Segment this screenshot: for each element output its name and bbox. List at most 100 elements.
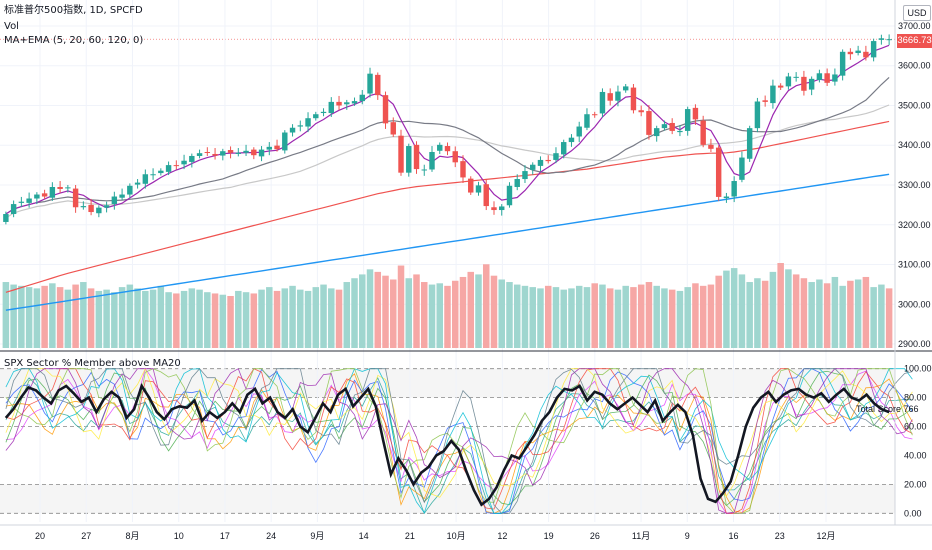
time-tick-label: 24	[266, 531, 276, 541]
candle-body	[134, 182, 141, 185]
volume-bar	[506, 282, 513, 348]
time-tick-label: 12月	[816, 531, 835, 541]
moving-average-lines	[5, 44, 890, 311]
price-tick-label: 3700.00	[898, 21, 931, 31]
volume-bar	[575, 285, 583, 348]
candle-body	[235, 152, 242, 154]
time-tick-label: 19	[544, 531, 554, 541]
candle-body	[522, 171, 528, 180]
volume-bar	[723, 270, 730, 348]
candle-body	[530, 164, 536, 170]
candle-body	[537, 159, 544, 166]
currency-button[interactable]: USD	[903, 5, 931, 21]
volume-bar	[18, 285, 25, 348]
candle-body	[305, 118, 311, 127]
candle-body	[692, 107, 699, 120]
candle-body	[220, 151, 226, 156]
volume-bar	[180, 290, 188, 348]
candle-body	[576, 126, 582, 137]
volume-bar	[746, 282, 753, 348]
volume-bar	[335, 289, 343, 348]
volume-bar	[816, 279, 823, 348]
candle-body	[274, 145, 280, 150]
volume-bar	[878, 284, 885, 348]
candle-body	[367, 73, 373, 94]
volume-bar	[754, 278, 761, 348]
candle-body	[622, 86, 629, 91]
volume-bar	[475, 274, 482, 348]
candle-body	[731, 181, 737, 197]
ma-legend: MA+EMA (5, 20, 60, 120, 0)	[4, 35, 144, 46]
candle-body	[49, 186, 56, 198]
volume-bar	[583, 287, 591, 348]
candle-body	[561, 142, 567, 155]
candle-body	[282, 132, 288, 151]
candle-body	[739, 157, 745, 180]
volume-bar	[165, 292, 172, 348]
volume-bar	[730, 268, 738, 348]
candle-body	[382, 95, 389, 124]
candle-body	[150, 174, 156, 176]
volume-bar	[792, 274, 800, 348]
volume-bar	[196, 289, 203, 348]
candle-body	[863, 51, 869, 58]
indicator-tick-label: 40.00	[904, 450, 927, 460]
volume-bar	[10, 284, 17, 348]
volume-bar	[839, 285, 846, 348]
candle-body	[661, 124, 668, 129]
volume-bar	[142, 290, 149, 348]
sector-line	[5, 368, 913, 514]
volume-bar	[126, 284, 134, 348]
ma60-line	[5, 120, 890, 293]
ema-line	[5, 104, 890, 219]
volume-bar	[521, 285, 529, 348]
volume-bar	[297, 289, 304, 348]
volume-bar	[366, 269, 374, 348]
volume-bar	[266, 287, 273, 348]
candle-body	[746, 128, 753, 159]
volume-bar	[653, 285, 660, 348]
candle-body	[801, 76, 807, 91]
candle-body	[584, 114, 590, 128]
candle-body	[545, 159, 551, 162]
candle-body	[88, 204, 94, 213]
volume-bar	[761, 280, 769, 348]
volume-bar	[351, 278, 358, 348]
candle-body	[18, 201, 25, 203]
time-tick-label: 26	[590, 531, 600, 541]
volume-bar	[645, 282, 653, 348]
volume-bar	[173, 293, 180, 348]
candle-body	[313, 114, 319, 119]
volume-bar	[289, 285, 296, 348]
volume-bar	[777, 263, 784, 348]
volume-bar	[699, 285, 707, 348]
volume-bar	[33, 288, 41, 348]
candle-body	[96, 207, 102, 214]
volume-bar	[343, 282, 351, 348]
candle-body	[700, 120, 706, 145]
volume-bar	[785, 269, 792, 348]
candle-body	[320, 111, 327, 114]
candle-body	[3, 214, 9, 222]
volume-bar	[544, 285, 552, 348]
volume-bar	[390, 279, 397, 348]
candle-body	[762, 100, 768, 102]
volume-bar	[715, 275, 722, 348]
time-tick-label: 27	[81, 531, 91, 541]
candle-body	[483, 184, 489, 207]
volume-bar	[498, 279, 505, 348]
candle-body	[165, 165, 172, 172]
sector-line	[5, 368, 913, 514]
candle-body	[196, 153, 203, 156]
candle-body	[715, 147, 722, 197]
volume-bar	[529, 287, 536, 348]
volume-bar	[157, 285, 165, 348]
candle-body	[491, 207, 497, 211]
volume-bar	[413, 274, 420, 348]
candle-body	[413, 144, 420, 170]
candle-body	[57, 186, 63, 189]
candle-body	[468, 178, 474, 193]
volume-bar	[72, 284, 79, 348]
